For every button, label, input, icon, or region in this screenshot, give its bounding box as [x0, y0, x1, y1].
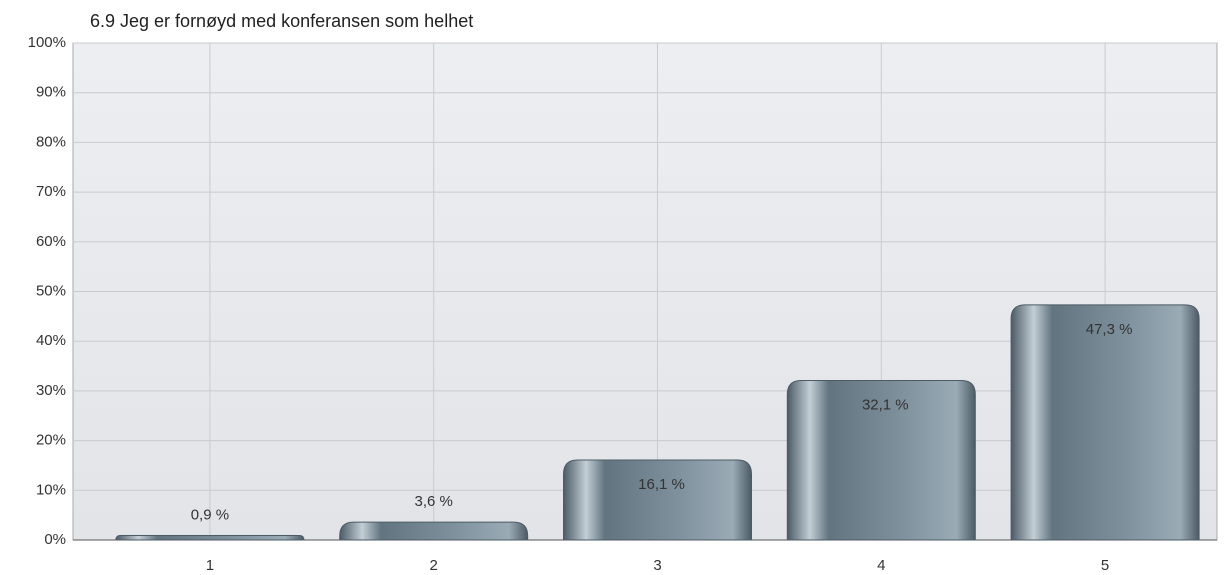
- value-label: 3,6 %: [415, 493, 453, 510]
- y-tick-label: 90%: [36, 84, 66, 101]
- bar: [1010, 304, 1200, 541]
- x-tick-label: 5: [1101, 557, 1109, 574]
- value-label: 0,9 %: [191, 506, 229, 523]
- bar: [115, 535, 305, 541]
- value-label: 32,1 %: [862, 396, 909, 413]
- chart-title: 6.9 Jeg er fornøyd med konferansen som h…: [90, 11, 473, 31]
- y-tick-label: 60%: [36, 233, 66, 250]
- y-tick-label: 70%: [36, 183, 66, 200]
- x-tick-label: 4: [877, 557, 885, 574]
- bar: [563, 459, 752, 541]
- y-tick-label: 40%: [36, 332, 66, 349]
- bar: [786, 379, 976, 541]
- y-tick-label: 0%: [44, 531, 66, 548]
- x-tick-label: 1: [206, 557, 214, 574]
- y-tick-label: 20%: [36, 432, 66, 449]
- y-tick-label: 50%: [36, 282, 66, 299]
- x-tick-label: 3: [653, 557, 661, 574]
- y-tick-label: 30%: [36, 382, 66, 399]
- value-label: 47,3 %: [1086, 321, 1133, 338]
- y-tick-label: 80%: [36, 133, 66, 150]
- x-tick-label: 2: [430, 557, 438, 574]
- value-label: 16,1 %: [638, 476, 685, 493]
- bar: [339, 521, 529, 541]
- y-tick-label: 100%: [28, 34, 66, 51]
- y-tick-label: 10%: [36, 481, 66, 498]
